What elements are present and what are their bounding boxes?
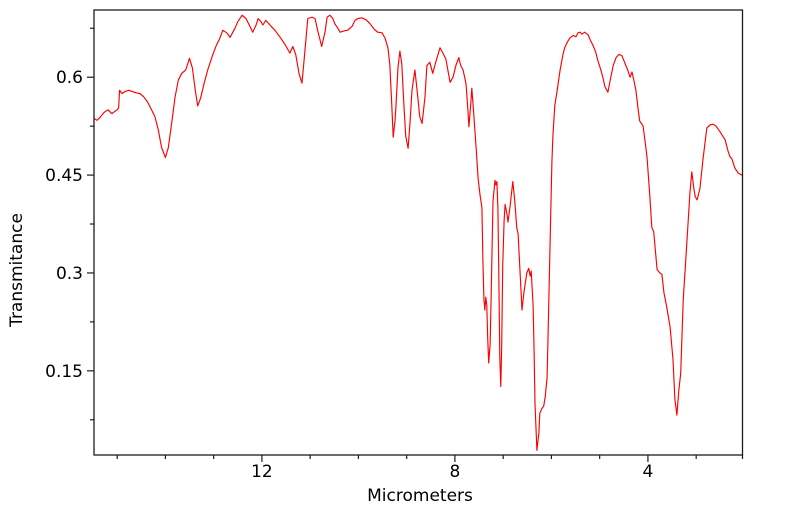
x-axis-ticks — [116, 455, 744, 462]
x-tick-label: 8 — [450, 462, 461, 482]
y-axis-ticks — [87, 27, 94, 421]
y-tick-label: 0.15 — [45, 362, 83, 382]
plot-frame — [93, 9, 744, 456]
x-axis-label: Micrometers — [367, 486, 473, 506]
spectrum-line — [93, 14, 743, 451]
x-tick-labels: 12 8 4 — [251, 462, 653, 482]
y-tick-label: 0.3 — [56, 264, 83, 284]
series-group — [93, 14, 743, 451]
x-tick-label: 4 — [643, 462, 654, 482]
x-tick-label: 12 — [251, 462, 273, 482]
y-tick-label: 0.45 — [45, 166, 83, 186]
y-tick-labels: 0.15 0.3 0.45 0.6 — [45, 68, 83, 382]
y-tick-label: 0.6 — [56, 68, 83, 88]
y-axis-label: Transmitance — [7, 213, 27, 328]
